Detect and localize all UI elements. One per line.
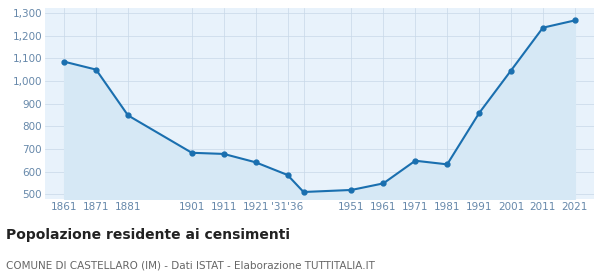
Text: Popolazione residente ai censimenti: Popolazione residente ai censimenti <box>6 228 290 242</box>
Text: COMUNE DI CASTELLARO (IM) - Dati ISTAT - Elaborazione TUTTITALIA.IT: COMUNE DI CASTELLARO (IM) - Dati ISTAT -… <box>6 260 375 270</box>
